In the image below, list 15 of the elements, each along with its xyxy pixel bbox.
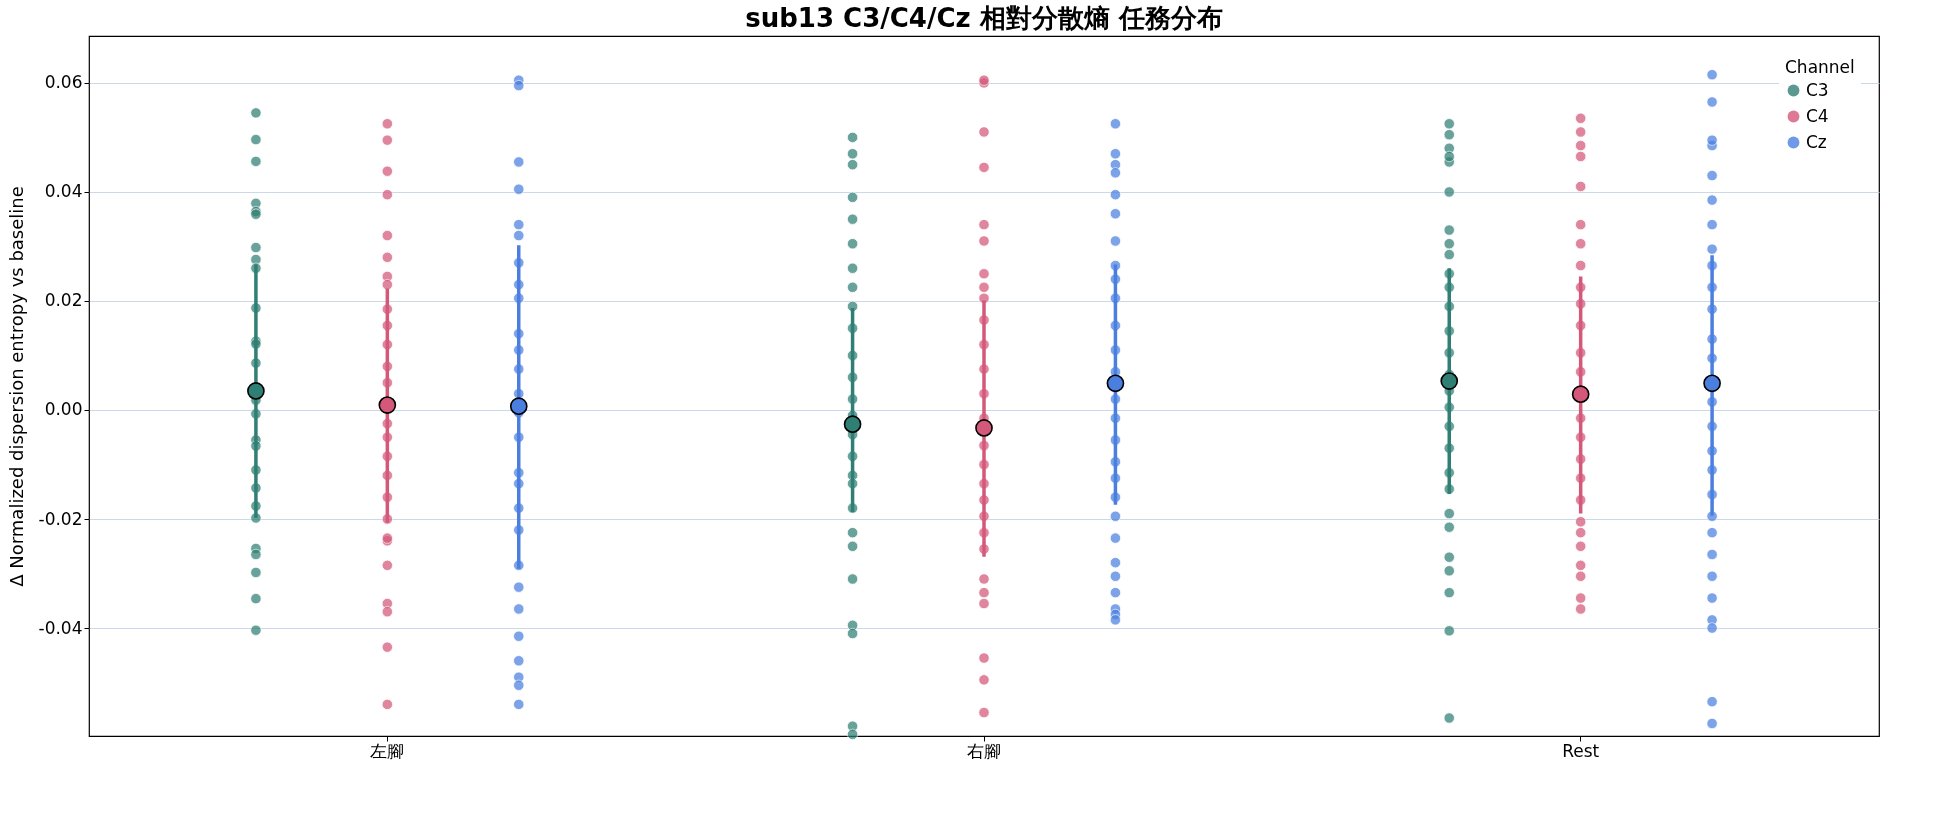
y-tick-label: 0.06: [44, 72, 83, 93]
x-tick-label: 左腳: [370, 740, 405, 761]
y-tick-label: -0.02: [38, 508, 83, 529]
legend-label: Cz: [1806, 131, 1827, 152]
y-tick-label: 0.00: [44, 399, 83, 420]
y-tick-label: 0.02: [44, 290, 83, 311]
legend-title: Channel: [1785, 57, 1855, 77]
chart-title: sub13 C3/C4/Cz 相對分散熵 任務分布: [745, 3, 1223, 33]
y-tick-label: -0.04: [38, 617, 83, 638]
x-tick-label: 右腳: [967, 740, 1001, 761]
y-tick-label: 0.04: [44, 181, 83, 202]
x-tick-label: Rest: [1562, 740, 1600, 761]
legend-label: C4: [1806, 105, 1829, 126]
y-axis-title: Δ Normalized dispersion entropy vs baseline: [5, 186, 27, 587]
legend-label: C3: [1806, 79, 1829, 100]
